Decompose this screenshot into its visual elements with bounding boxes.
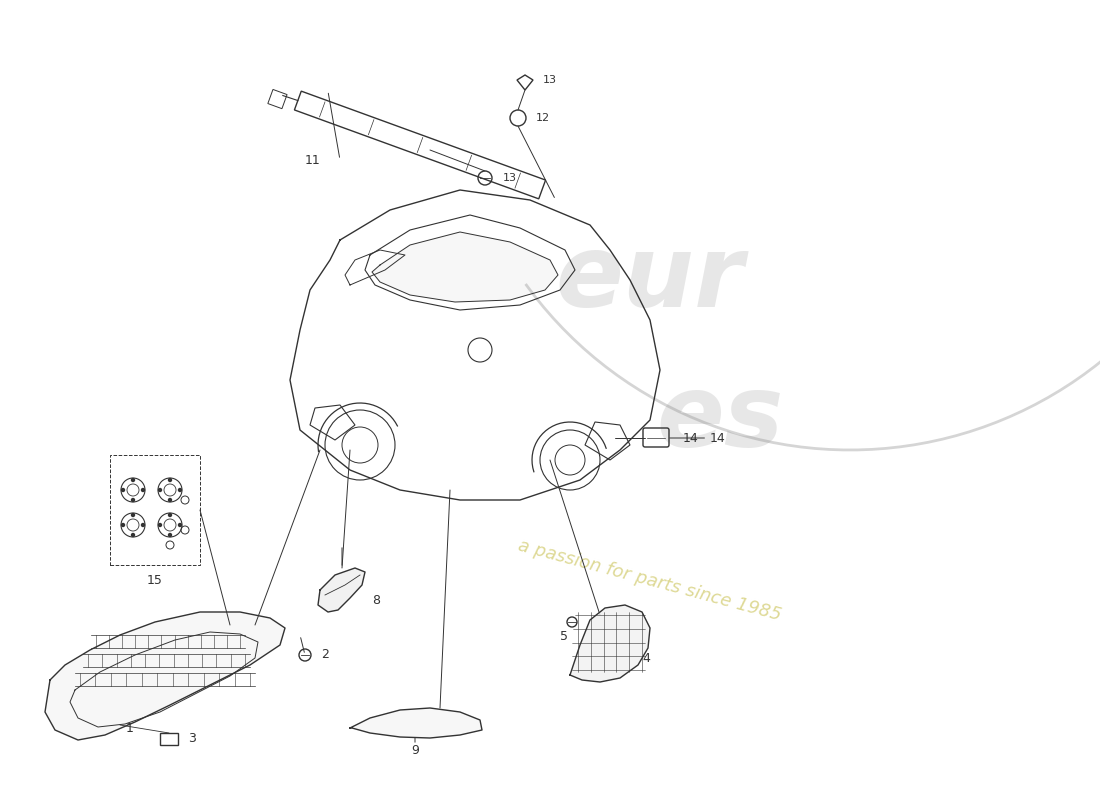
Polygon shape bbox=[372, 232, 558, 302]
Text: 12: 12 bbox=[536, 113, 550, 123]
Circle shape bbox=[168, 534, 172, 537]
Text: 14: 14 bbox=[670, 431, 726, 445]
Circle shape bbox=[121, 523, 124, 526]
Circle shape bbox=[132, 498, 134, 502]
Text: eur: eur bbox=[556, 231, 745, 329]
Text: es: es bbox=[657, 371, 783, 469]
Circle shape bbox=[168, 478, 172, 482]
Text: a passion for parts since 1985: a passion for parts since 1985 bbox=[516, 536, 783, 624]
Text: 2: 2 bbox=[321, 649, 329, 662]
Text: 14: 14 bbox=[683, 431, 698, 445]
Text: 13: 13 bbox=[543, 75, 557, 85]
Text: 11: 11 bbox=[305, 154, 320, 166]
Circle shape bbox=[132, 514, 134, 517]
Polygon shape bbox=[318, 568, 365, 612]
Polygon shape bbox=[45, 612, 285, 740]
Polygon shape bbox=[570, 605, 650, 682]
Circle shape bbox=[178, 523, 182, 526]
Circle shape bbox=[142, 489, 144, 491]
Text: 15: 15 bbox=[147, 574, 163, 586]
Text: 4: 4 bbox=[642, 651, 650, 665]
Circle shape bbox=[158, 523, 162, 526]
Circle shape bbox=[168, 498, 172, 502]
Circle shape bbox=[178, 489, 182, 491]
Circle shape bbox=[132, 478, 134, 482]
Bar bbox=[267, 90, 287, 109]
Text: 9: 9 bbox=[411, 743, 419, 757]
Circle shape bbox=[168, 514, 172, 517]
Text: 5: 5 bbox=[560, 630, 568, 643]
Circle shape bbox=[121, 489, 124, 491]
Text: 1: 1 bbox=[126, 722, 134, 734]
Bar bbox=[110, 455, 200, 565]
Text: 13: 13 bbox=[503, 173, 517, 183]
Bar bbox=[160, 733, 178, 745]
Polygon shape bbox=[350, 708, 482, 738]
Circle shape bbox=[158, 489, 162, 491]
Circle shape bbox=[142, 523, 144, 526]
Circle shape bbox=[132, 534, 134, 537]
Text: 3: 3 bbox=[188, 733, 196, 746]
Text: 8: 8 bbox=[372, 594, 379, 606]
